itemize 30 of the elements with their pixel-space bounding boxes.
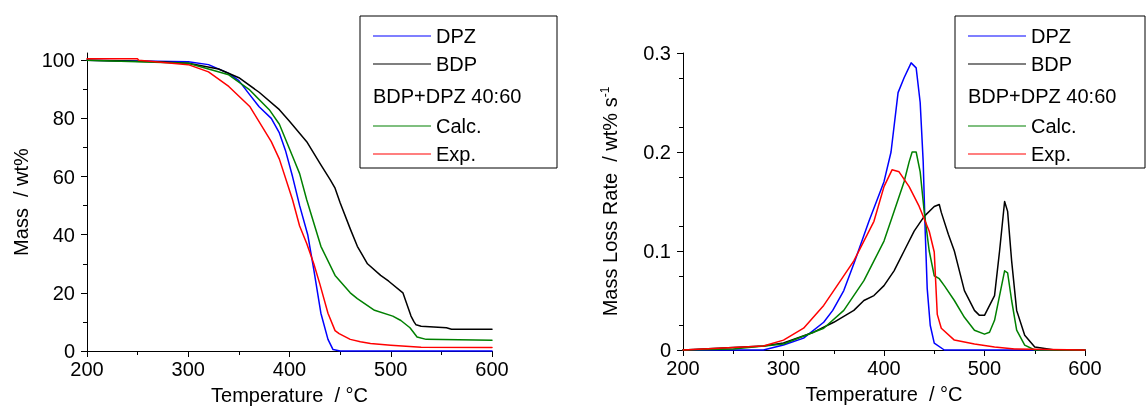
y-tick-label: 0.3: [643, 42, 671, 64]
y-tick-label: 40: [52, 223, 75, 246]
legend-title: BDP+DPZ 40:60: [373, 85, 522, 107]
y-tick-label: 60: [52, 165, 75, 188]
y-axis-title: Mass Loss Rate / wt% s-1: [598, 86, 621, 317]
legend-label: BDP: [436, 53, 478, 75]
y-axis-title: Mass / wt%: [9, 147, 32, 256]
x-axis-title: Temperature / °C: [805, 383, 963, 405]
legend-label: Exp.: [436, 143, 477, 165]
y-tick-label: 0.1: [643, 240, 671, 262]
x-axis-title: Temperature / °C: [211, 384, 368, 406]
x-tick-label: 600: [1068, 357, 1102, 379]
legend-label: Calc.: [1031, 115, 1077, 137]
x-tick-label: 500: [967, 357, 1002, 379]
legend-title: BDP+DPZ 40:60: [968, 85, 1117, 107]
x-tick-label: 400: [272, 358, 307, 380]
legend-label: DPZ: [436, 25, 476, 47]
x-tick-label: 500: [374, 358, 408, 380]
legend-label: DPZ: [1031, 25, 1071, 47]
y-tick-label: 80: [52, 107, 75, 130]
legend-label: Calc.: [436, 115, 482, 137]
legend-label: BDP: [1031, 53, 1073, 75]
legend-label: Exp.: [1031, 143, 1072, 165]
y-tick-label: 20: [52, 281, 75, 304]
x-tick-label: 300: [766, 357, 801, 379]
y-tick-label: 100: [41, 49, 75, 72]
x-tick-label: 400: [867, 357, 901, 379]
x-tick-label: 600: [475, 358, 509, 380]
y-tick-label: 0.2: [643, 141, 671, 163]
x-tick-label: 300: [171, 358, 205, 380]
